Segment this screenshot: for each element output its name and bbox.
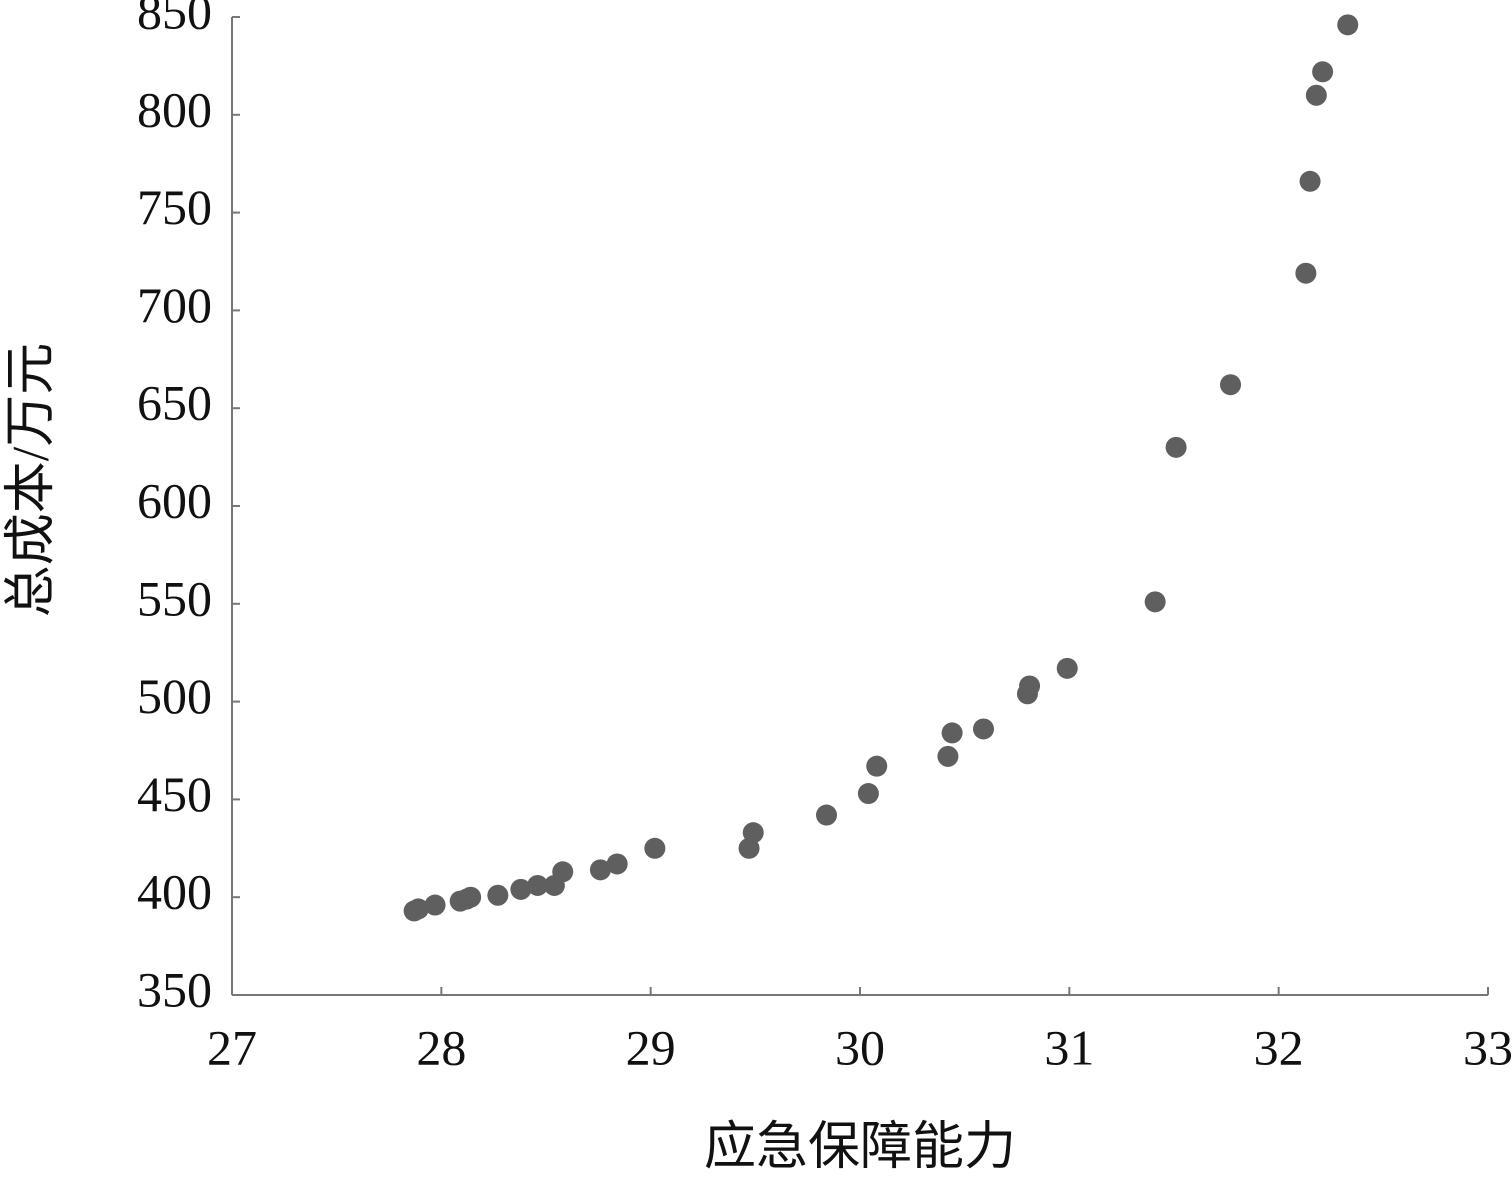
y-tick-label: 600 [137, 472, 212, 528]
x-tick-label: 33 [1463, 1019, 1512, 1075]
y-tick-label: 650 [137, 375, 212, 431]
point [1165, 436, 1187, 458]
y-tick-label: 550 [137, 570, 212, 626]
point [1295, 262, 1317, 284]
point [1337, 14, 1359, 36]
y-tick-label: 700 [137, 277, 212, 333]
y-tick-label: 750 [137, 179, 212, 235]
point [1305, 84, 1327, 106]
y-tick-label: 400 [137, 864, 212, 920]
x-tick-label: 28 [416, 1019, 466, 1075]
x-tick-label: 27 [207, 1019, 257, 1075]
point [460, 886, 482, 908]
x-tick-label: 29 [626, 1019, 676, 1075]
point [941, 722, 963, 744]
point [1056, 657, 1078, 679]
point [937, 745, 959, 767]
point [973, 718, 995, 740]
point [1144, 591, 1166, 613]
point [407, 898, 429, 920]
y-axis-title: 总成本/万元 [3, 343, 60, 617]
y-tick-label: 500 [137, 668, 212, 724]
point [510, 878, 532, 900]
point [816, 804, 838, 826]
point [527, 874, 549, 896]
point [552, 861, 574, 883]
y-tick-label: 350 [137, 961, 212, 1017]
y-tick-label: 800 [137, 81, 212, 137]
point [589, 859, 611, 881]
x-axis-title: 应急保障能力 [704, 1119, 1016, 1176]
point [857, 783, 879, 805]
point [1312, 61, 1334, 83]
x-tick-label: 31 [1044, 1019, 1094, 1075]
y-tick-label: 450 [137, 766, 212, 822]
x-tick-label: 32 [1254, 1019, 1304, 1075]
point [424, 894, 446, 916]
point [866, 755, 888, 777]
point [606, 853, 628, 875]
point [644, 837, 666, 859]
point [487, 884, 509, 906]
point [1220, 374, 1242, 396]
x-tick-label: 30 [835, 1019, 885, 1075]
point [742, 822, 764, 844]
point [1299, 170, 1321, 192]
point [1019, 675, 1041, 697]
y-tick-label: 850 [137, 0, 212, 39]
